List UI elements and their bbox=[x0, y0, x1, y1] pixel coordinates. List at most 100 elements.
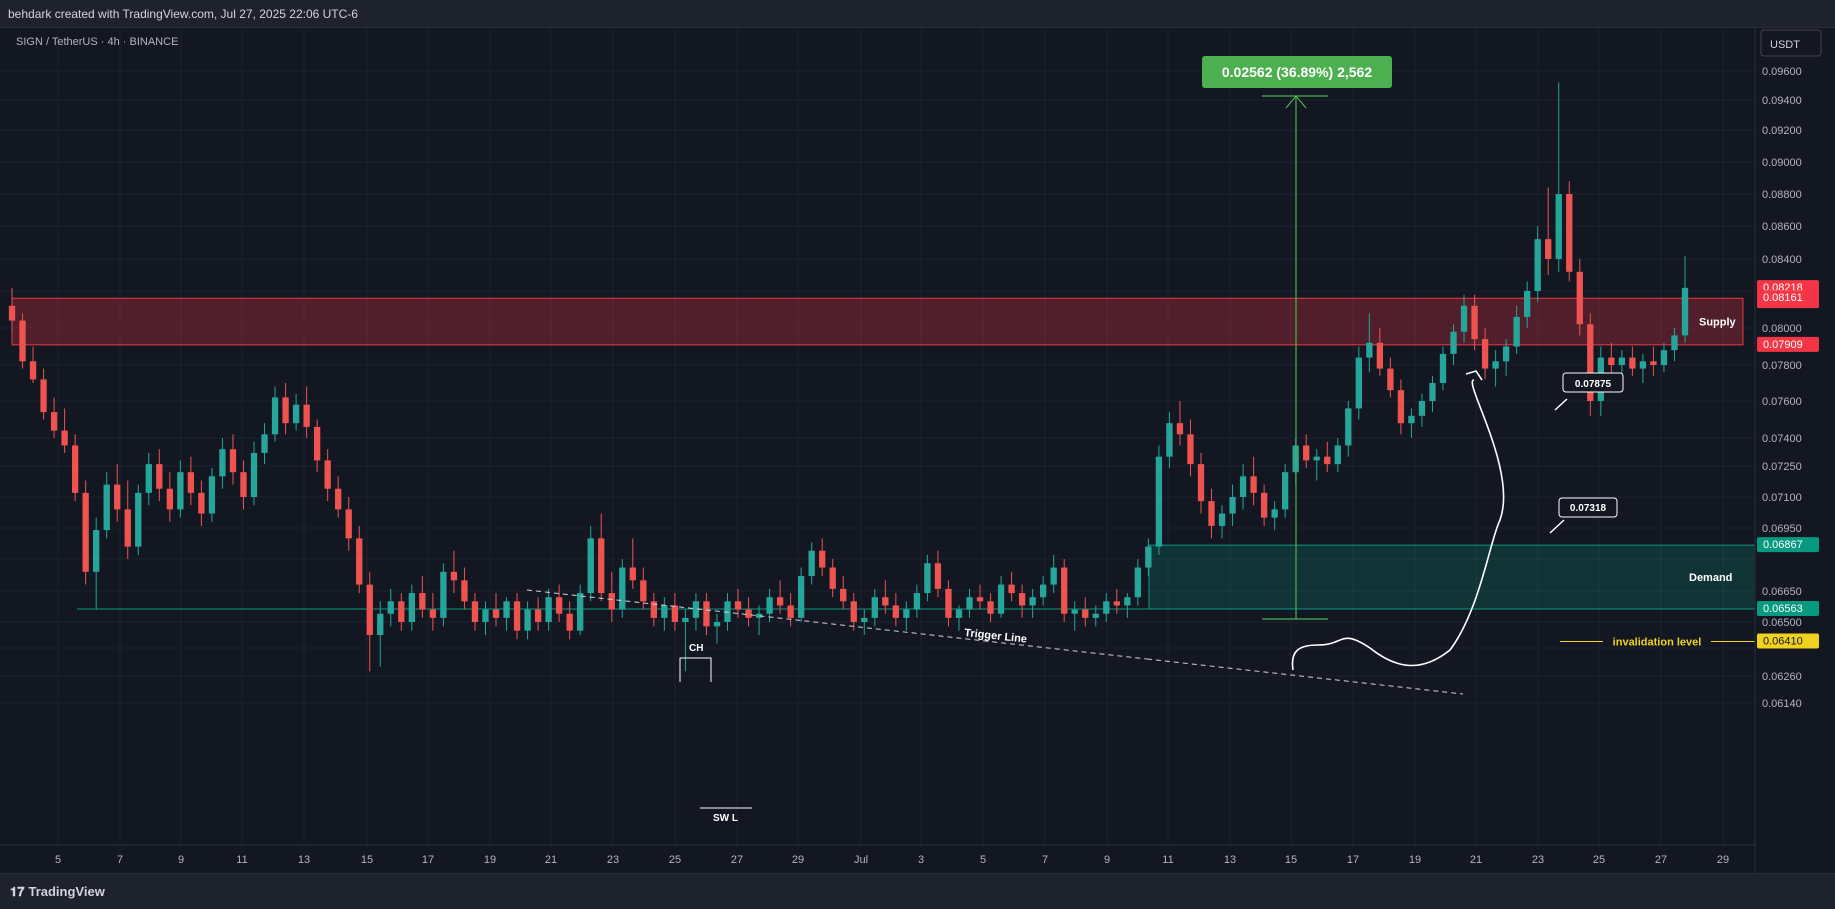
candle bbox=[145, 452, 152, 506]
candle bbox=[156, 449, 163, 502]
candle bbox=[313, 419, 321, 473]
ch-marker[interactable] bbox=[679, 657, 712, 682]
candle-body bbox=[1208, 501, 1215, 526]
candle bbox=[1303, 434, 1310, 469]
candle bbox=[1471, 294, 1478, 351]
supply-zone[interactable] bbox=[11, 297, 1744, 346]
candle bbox=[50, 397, 58, 438]
price-label-supply-top[interactable]: 0.08161 bbox=[1757, 290, 1819, 306]
candle bbox=[1460, 294, 1468, 343]
time-tick-label: 29 bbox=[1717, 854, 1729, 866]
candle-body bbox=[103, 484, 110, 531]
candle-body bbox=[850, 601, 857, 622]
candle-body bbox=[261, 434, 268, 453]
price-label-supply-bottom[interactable]: 0.07909 bbox=[1757, 336, 1819, 352]
candle bbox=[1218, 505, 1226, 539]
time-tick-label: 7 bbox=[1042, 854, 1048, 866]
currency-button-frame[interactable] bbox=[1760, 29, 1822, 57]
candle bbox=[619, 559, 626, 618]
currency-button[interactable]: USDT bbox=[1760, 29, 1822, 57]
candle-body bbox=[356, 538, 363, 585]
candle-body bbox=[1545, 239, 1552, 259]
price-label-invalidation[interactable]: 0.06410 bbox=[1757, 633, 1819, 649]
candle-body bbox=[1376, 342, 1384, 369]
candle bbox=[1113, 588, 1120, 614]
candle bbox=[103, 472, 110, 539]
candle-body bbox=[1397, 390, 1405, 424]
candle bbox=[1008, 571, 1015, 602]
tradingview-logo[interactable]: 𝟏𝟕 TradingView bbox=[10, 884, 105, 900]
time-axis[interactable]: 5 7 9 11 13 15 17 19 21 23 25 27 29 Jul 3 5 7 9 11 13 15 17 19… bbox=[0, 844, 1755, 866]
candle-body bbox=[1229, 497, 1236, 514]
candle bbox=[1355, 346, 1362, 420]
time-tick-label: 17 bbox=[422, 854, 434, 866]
candle bbox=[187, 456, 195, 506]
candle bbox=[1492, 350, 1499, 387]
callout-07875-box[interactable] bbox=[1562, 372, 1624, 393]
candle bbox=[1239, 464, 1247, 510]
candle-body bbox=[1071, 609, 1078, 614]
trigger-line-extension[interactable] bbox=[1146, 658, 1464, 695]
measure-label: 0.02562 (36.89%) 2,562 bbox=[1222, 64, 1372, 80]
time-tick-label: 23 bbox=[1532, 854, 1544, 866]
candle bbox=[913, 584, 921, 618]
candle bbox=[93, 517, 100, 610]
candle bbox=[819, 538, 826, 577]
candle bbox=[1103, 593, 1110, 622]
candle bbox=[1334, 438, 1341, 473]
candle bbox=[450, 550, 458, 594]
candle-body bbox=[987, 601, 994, 614]
candle bbox=[882, 580, 889, 614]
candle bbox=[534, 597, 542, 631]
candle-body bbox=[598, 538, 605, 594]
candle-body bbox=[408, 593, 415, 622]
candle-body bbox=[966, 597, 973, 610]
candle bbox=[955, 605, 963, 631]
candle bbox=[903, 601, 910, 631]
candle bbox=[398, 593, 405, 631]
candle bbox=[1545, 187, 1552, 275]
candle bbox=[240, 460, 247, 510]
candle bbox=[282, 383, 289, 435]
candle-body bbox=[1155, 456, 1163, 547]
candle bbox=[682, 609, 689, 672]
price-label-box bbox=[1757, 537, 1819, 553]
candle bbox=[629, 538, 636, 589]
candle bbox=[577, 584, 584, 635]
candle-body bbox=[492, 609, 500, 618]
currency-button-label[interactable]: USDT bbox=[1770, 39, 1800, 51]
candle bbox=[661, 597, 668, 631]
price-label-demand-bottom[interactable]: 0.06563 bbox=[1757, 600, 1819, 616]
candle-body bbox=[787, 605, 794, 618]
candle bbox=[1124, 593, 1131, 618]
author-credit: behdark created with TradingView.com, Ju… bbox=[8, 7, 358, 21]
candle-body bbox=[61, 430, 68, 446]
price-label-value: 0.07909 bbox=[1763, 339, 1803, 351]
candle-body bbox=[577, 593, 584, 631]
time-tick-label: 23 bbox=[607, 854, 619, 866]
price-axis[interactable]: 0.09600 0.09400 0.09200 0.09000 0.08800 0.086… bbox=[1754, 28, 1835, 873]
candle bbox=[366, 571, 373, 672]
candle bbox=[703, 593, 710, 635]
candle bbox=[271, 386, 279, 442]
projected-path[interactable] bbox=[1291, 379, 1505, 671]
candle-body bbox=[1513, 316, 1520, 347]
price-tick-label: 0.09000 bbox=[1762, 157, 1802, 169]
invalidation-label: invalidation level bbox=[1613, 637, 1702, 649]
callout-07318-box[interactable] bbox=[1558, 497, 1618, 518]
candle-body bbox=[1345, 408, 1352, 446]
candle bbox=[776, 580, 784, 614]
candle bbox=[19, 313, 26, 369]
candle-body bbox=[819, 550, 826, 568]
candle bbox=[1250, 456, 1257, 506]
candle bbox=[1176, 401, 1184, 446]
candle-body bbox=[1418, 401, 1426, 416]
candle bbox=[1450, 324, 1457, 365]
demand-zone[interactable] bbox=[1148, 544, 1756, 610]
time-tick-label: 13 bbox=[298, 854, 310, 866]
candle-body bbox=[19, 320, 26, 362]
price-label-demand-top[interactable]: 0.06867 bbox=[1757, 537, 1819, 553]
trigger-line[interactable] bbox=[526, 589, 1148, 660]
